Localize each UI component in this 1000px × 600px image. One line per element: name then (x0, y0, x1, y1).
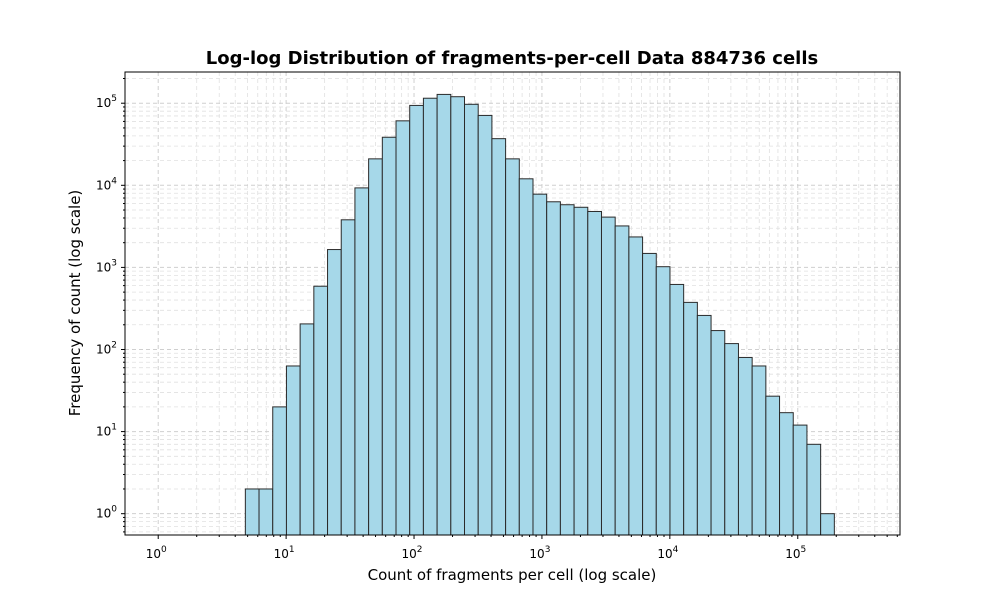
histogram-bar (573, 206, 589, 536)
plot-frame (124, 71, 901, 536)
histogram-bar (751, 365, 767, 536)
histogram-bar (272, 406, 287, 536)
histogram-bar (422, 97, 438, 536)
histogram-bar (491, 138, 507, 536)
histogram-bar (450, 96, 466, 536)
histogram-bar (395, 120, 411, 536)
histogram-bar (737, 356, 753, 536)
histogram-bar (820, 513, 835, 536)
y-tick-labels: 100 101 102 103 104 105 (96, 94, 117, 520)
histogram-bar (285, 365, 301, 536)
x-tick-labels: 100 101 102 103 104 105 (146, 545, 807, 561)
histogram-bar (655, 266, 671, 536)
histogram-bar (368, 158, 383, 536)
histogram-bar (299, 323, 315, 536)
histogram-bar (614, 225, 630, 536)
histogram-bar (464, 103, 479, 536)
histogram-bar (381, 136, 397, 536)
histogram-bar (546, 201, 561, 536)
x-tick-label: 100 (146, 545, 167, 561)
x-tick-label: 103 (529, 545, 550, 561)
histogram-bar (532, 193, 548, 536)
histogram-bar (409, 104, 424, 536)
histogram-bar (765, 395, 781, 536)
histogram-bar (587, 210, 602, 536)
histogram-bar (724, 343, 739, 536)
x-axis-label: Count of fragments per cell (log scale) (368, 566, 657, 584)
histogram-bar (505, 158, 520, 536)
x-tick-label: 102 (402, 545, 423, 561)
histogram-bar (642, 252, 657, 536)
histogram-bar (628, 236, 644, 536)
histogram-bar (559, 204, 575, 536)
histogram-bar (600, 216, 616, 536)
y-tick-label: 101 (96, 423, 117, 439)
histogram-bar (710, 330, 726, 536)
histogram-bar (258, 488, 274, 536)
histogram-bar (244, 488, 260, 536)
y-tick-label: 104 (96, 176, 117, 192)
histogram-bar (354, 187, 370, 536)
y-tick-label: 100 (96, 505, 117, 521)
y-tick-label: 105 (96, 94, 117, 110)
histogram-bar (669, 283, 685, 536)
histogram-bar (806, 443, 822, 536)
y-axis-label: Frequency of count (log scale) (66, 190, 84, 417)
x-tick-label: 104 (657, 545, 678, 561)
histogram-bar (683, 301, 698, 536)
histogram-bar (477, 114, 493, 536)
x-tick-label: 105 (785, 545, 806, 561)
histogram-bar (327, 249, 342, 536)
histogram-bar (792, 424, 808, 536)
x-tick-label: 101 (274, 545, 295, 561)
histogram-bar (779, 412, 794, 536)
histogram-bar (340, 219, 356, 536)
y-tick-label: 103 (96, 258, 117, 274)
axis-ticks (121, 78, 898, 539)
y-tick-label: 102 (96, 340, 117, 356)
histogram-bar (518, 178, 534, 536)
histogram-bar (313, 285, 329, 536)
histogram-bar (696, 314, 712, 536)
histogram-bar (436, 93, 452, 536)
chart-title: Log-log Distribution of fragments-per-ce… (206, 48, 818, 69)
